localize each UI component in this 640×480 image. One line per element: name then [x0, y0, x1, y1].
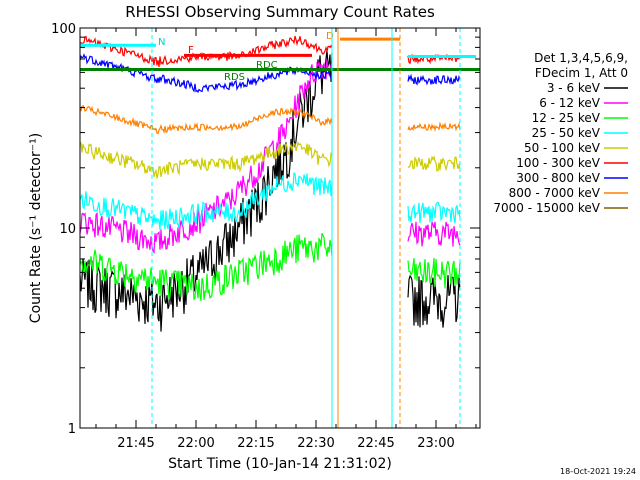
annotation-label-1: F: [188, 45, 194, 56]
legend-label-2: 6 - 12 keV: [539, 96, 601, 110]
series-2: [79, 59, 461, 255]
series-line-post-8: [407, 121, 461, 133]
annotation-label-0: N: [158, 37, 165, 48]
x-tick-label-2: 22:15: [237, 436, 274, 451]
annotation-label-4: D: [326, 31, 334, 42]
series-line-pre-4: [79, 172, 333, 231]
series-line-post-2: [407, 221, 461, 247]
series-3: [79, 232, 461, 301]
legend-label-4: 25 - 50 keV: [532, 126, 601, 140]
chart-title: RHESSI Observing Summary Count Rates: [125, 3, 435, 21]
legend-label-3: 12 - 25 keV: [532, 111, 601, 125]
series-5: [79, 141, 461, 179]
legend: Det 1,3,4,5,6,9, FDecim 1, Att 0 3 - 6 k…: [493, 51, 628, 215]
x-tick-label-5: 23:00: [417, 436, 454, 451]
legend-header-line1: Det 1,3,4,5,6,9,: [534, 51, 628, 65]
series-line-pre-8: [79, 104, 333, 135]
series-line-post-7: [407, 73, 461, 86]
series-line-pre-2: [79, 59, 333, 255]
x-tick-label-3: 22:30: [297, 436, 334, 451]
series-line-post-5: [407, 155, 461, 172]
annotation-label-2: RDC: [256, 60, 278, 71]
series-line-pre-6: [79, 35, 333, 67]
series-line-post-3: [407, 258, 461, 289]
legend-label-1: 3 - 6 keV: [547, 81, 601, 95]
footer-date: 18-Oct-2021 19:24: [560, 467, 636, 476]
series-7: [79, 53, 461, 94]
x-axis-label: Start Time (10-Jan-14 21:31:02): [168, 456, 392, 472]
series-line-post-1: [407, 275, 461, 328]
y-tick-label-0: 1: [68, 422, 76, 437]
y-tick-label-2: 100: [51, 22, 76, 37]
y-axis-label: Count Rate (s⁻¹ detector⁻¹): [28, 133, 44, 323]
series-line-pre-1: [79, 50, 333, 332]
legend-label-6: 100 - 300 keV: [516, 156, 600, 170]
series-4: [79, 172, 461, 231]
legend-label-5: 50 - 100 keV: [524, 141, 601, 155]
legend-header-line2: FDecim 1, Att 0: [535, 66, 628, 80]
x-tick-label-1: 22:00: [177, 436, 214, 451]
series-line-pre-7: [79, 53, 333, 94]
x-tick-label-4: 22:45: [357, 436, 394, 451]
y-tick-label-1: 10: [59, 222, 76, 237]
series-8: [79, 104, 461, 135]
legend-label-7: 300 - 800 keV: [516, 171, 600, 185]
legend-label-9: 7000 - 15000 keV: [493, 201, 600, 215]
series-line-post-4: [407, 201, 461, 224]
plot-area: N F RDC RDS D: [79, 28, 480, 428]
series-line-pre-5: [79, 141, 333, 179]
annotation-label-3: RDS: [224, 72, 245, 83]
x-tick-label-0: 21:45: [117, 436, 154, 451]
series-line-pre-3: [79, 232, 333, 301]
legend-label-8: 800 - 7000 keV: [509, 186, 601, 200]
